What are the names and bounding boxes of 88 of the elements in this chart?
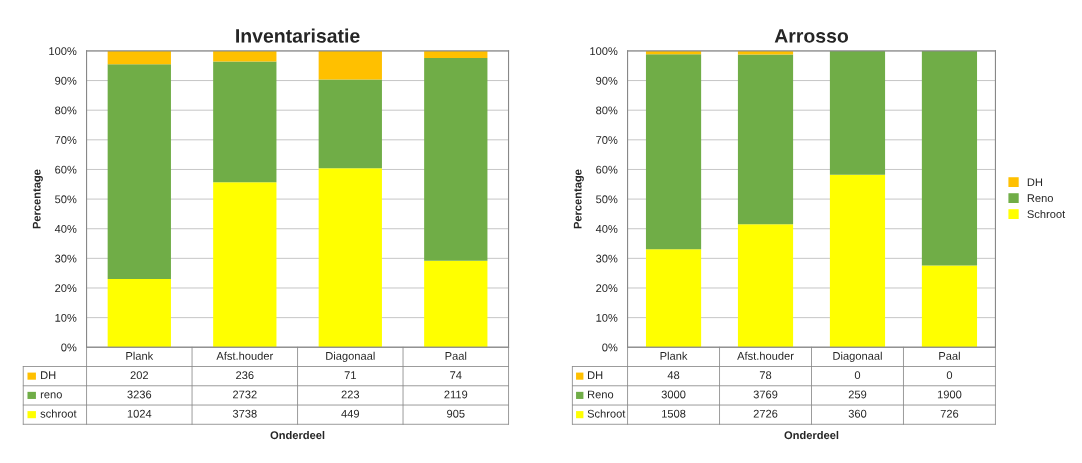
x-tick-label: Afst.houder [216, 351, 274, 360]
y-tick-label: 30% [596, 254, 618, 263]
text: 2732 [233, 390, 257, 399]
bar [318, 50, 382, 80]
text: 3236 [127, 390, 152, 399]
text: 726 [940, 409, 959, 418]
bar [107, 50, 171, 65]
y-tick-label: 20% [55, 284, 77, 293]
bar [921, 50, 978, 266]
y-tick-label: 0% [61, 343, 77, 352]
y-axis-title: Percentage [32, 169, 43, 229]
y-axis-title: Percentage [573, 169, 584, 229]
bar [829, 50, 886, 175]
bar [645, 249, 702, 348]
chart-title: Inventarisatie [236, 28, 360, 43]
text: 71 [344, 371, 356, 380]
text: Schroot [587, 409, 626, 418]
bar [645, 54, 702, 250]
y-tick-label: 80% [55, 106, 77, 115]
x-tick-label: Plank [126, 351, 154, 360]
chart-title: Arrosso [774, 29, 849, 43]
text: 1508 [662, 409, 686, 418]
x-tick-label: Afst.houder [737, 351, 794, 360]
text: 202 [130, 371, 149, 380]
x-axis-title: Onderdeel [270, 430, 325, 440]
text: 2119 [444, 390, 468, 399]
bar [424, 260, 488, 348]
text: 0 [854, 371, 861, 380]
text: 0 [946, 371, 953, 380]
y-tick-label: 60% [596, 165, 618, 174]
legend-label: schroot [40, 409, 77, 418]
bar [107, 64, 171, 280]
y-tick-label: 70% [596, 136, 618, 144]
text: 74 [450, 371, 462, 380]
text: 905 [447, 409, 465, 418]
y-tick-label: 40% [54, 224, 77, 233]
text: 236 [236, 371, 254, 380]
x-tick-label: Paal [939, 351, 960, 360]
bar [213, 182, 277, 348]
text: 1024 [127, 409, 152, 418]
bar [318, 79, 382, 169]
bar [737, 224, 794, 348]
x-tick-label: Plank [660, 351, 688, 360]
y-tick-label: 20% [596, 284, 618, 293]
text: 449 [341, 409, 360, 418]
text: Reno [588, 390, 614, 399]
y-tick-label: 70% [55, 136, 77, 144]
y-tick-label: 100% [49, 47, 77, 56]
text: 259 [848, 390, 867, 399]
x-tick-label: Diagonaal [833, 351, 882, 363]
x-tick-label: Paal [445, 351, 467, 360]
bar [424, 58, 488, 261]
y-tick-label: 50% [596, 195, 618, 204]
legend-label: reno [40, 392, 62, 399]
y-tick-label: 40% [595, 224, 618, 233]
text: 78 [759, 371, 772, 380]
legend-label: DH [41, 371, 56, 380]
text: 1900 [937, 390, 962, 399]
text: 223 [341, 390, 360, 399]
text: DH [588, 371, 603, 380]
bar [829, 174, 886, 348]
y-tick-label: 80% [596, 106, 618, 115]
legend-label: Schroot [1027, 209, 1066, 219]
y-tick-label: 30% [55, 254, 77, 263]
y-tick-label: 90% [55, 76, 77, 85]
text: 3000 [661, 390, 686, 399]
y-tick-label: 10% [596, 313, 618, 322]
y-tick-label: 100% [590, 47, 618, 56]
bar [213, 50, 277, 62]
y-tick-label: 60% [55, 165, 77, 174]
text: 48 [667, 371, 680, 380]
text: 3769 [753, 390, 778, 399]
x-axis-title: Onderdeel [784, 430, 839, 440]
text: 2726 [753, 409, 778, 418]
text: 3738 [232, 409, 257, 418]
bar [318, 168, 382, 348]
x-tick-label: Diagonaal [326, 351, 375, 363]
bar [213, 61, 277, 183]
legend-label: Reno [1027, 194, 1053, 203]
text: 360 [848, 409, 867, 418]
bar [107, 279, 171, 348]
bar [921, 265, 978, 348]
legend-label: DH [1027, 178, 1043, 187]
y-tick-label: 50% [55, 195, 77, 204]
y-tick-label: 10% [55, 313, 77, 322]
y-tick-label: 90% [596, 76, 618, 85]
bar [737, 54, 794, 225]
y-tick-label: 0% [602, 343, 618, 352]
